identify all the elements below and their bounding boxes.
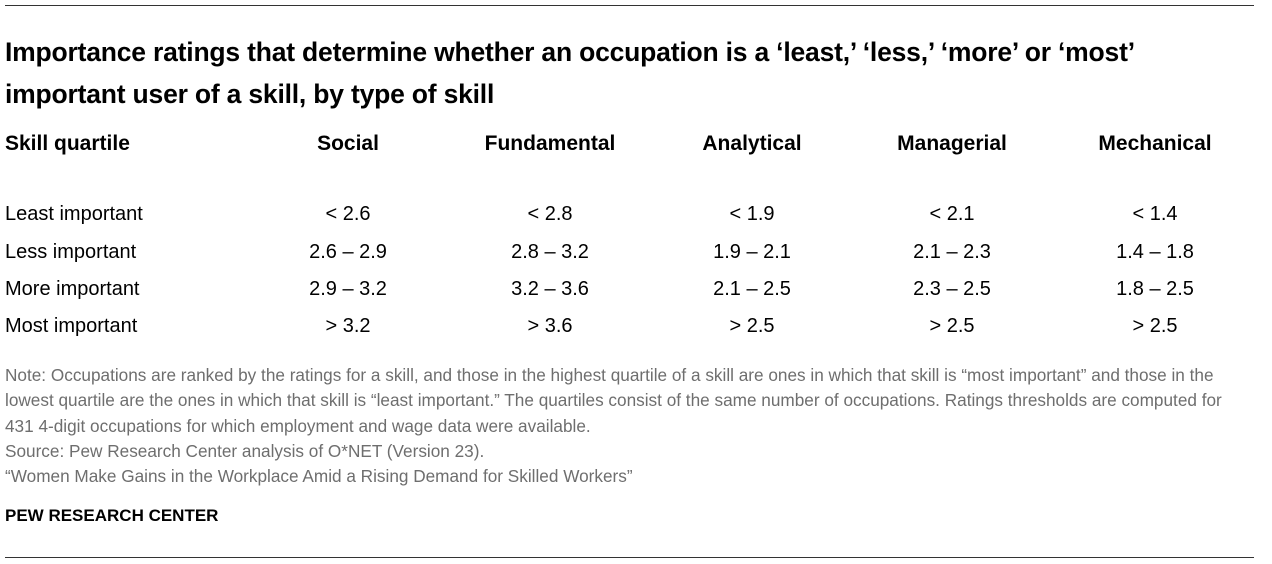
cell-value: 2.8 – 3.2: [511, 241, 589, 263]
cell-value: 2.9 – 3.2: [309, 278, 387, 300]
cell-value: 3.2 – 3.6: [511, 278, 589, 300]
cell-value: < 1.9: [729, 203, 775, 225]
column-header: Mechanical: [1098, 132, 1212, 155]
credit: PEW RESEARCH CENTER: [5, 506, 219, 525]
row-label: Most important: [5, 315, 138, 337]
cell-value: 1.4 – 1.8: [1116, 241, 1194, 263]
bottom-rule: [5, 557, 1254, 558]
cell-value: > 2.5: [729, 315, 775, 337]
cell-value: 2.1 – 2.5: [713, 278, 791, 300]
cell-value: > 2.5: [1132, 315, 1178, 337]
row-label: More important: [5, 278, 140, 300]
column-header: Managerial: [897, 132, 1007, 155]
footer: Note: Occupations are ranked by the rati…: [5, 363, 1250, 489]
row-label: Less important: [5, 241, 137, 263]
column-header: Fundamental: [484, 132, 616, 155]
cell-value: > 3.6: [527, 315, 573, 337]
top-rule: [5, 5, 1254, 6]
cell-value: < 2.1: [929, 203, 975, 225]
report-title: “Women Make Gains in the Workplace Amid …: [5, 466, 633, 487]
cell-value: < 2.8: [527, 203, 573, 225]
cell-value: < 1.4: [1132, 203, 1178, 225]
row-label: Least important: [5, 203, 143, 225]
cell-value: 2.3 – 2.5: [913, 278, 991, 300]
cell-value: < 2.6: [325, 203, 371, 225]
cell-value: 2.6 – 2.9: [309, 241, 387, 263]
column-header: Analytical: [702, 132, 802, 155]
cell-value: 1.9 – 2.1: [713, 241, 791, 263]
cell-value: 2.1 – 2.3: [913, 241, 991, 263]
column-header: Social: [317, 132, 379, 155]
cell-value: 1.8 – 2.5: [1116, 278, 1194, 300]
cell-value: > 3.2: [325, 315, 371, 337]
column-header: Skill quartile: [5, 132, 130, 155]
cell-value: > 2.5: [929, 315, 975, 337]
title: Importance ratings that determine whethe…: [5, 37, 1134, 109]
note: Note: Occupations are ranked by the rati…: [5, 365, 1222, 436]
source: Source: Pew Research Center analysis of …: [5, 440, 485, 461]
